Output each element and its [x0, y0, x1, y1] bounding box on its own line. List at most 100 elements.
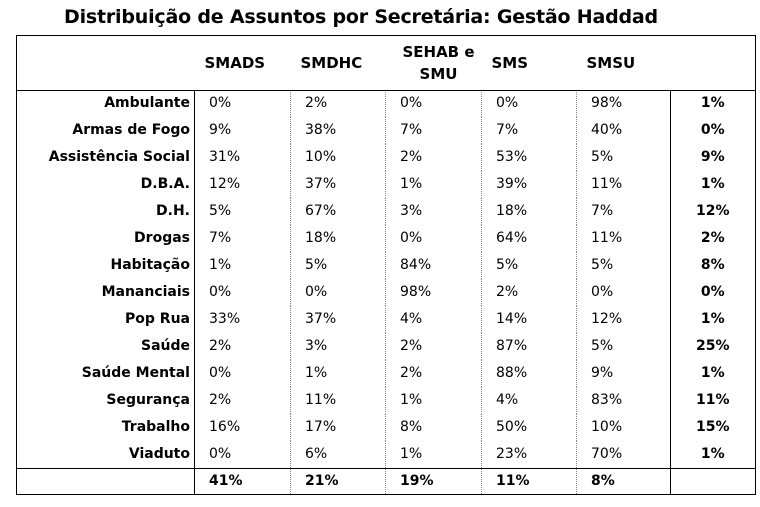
table-row: Pop Rua 33% 37% 4% 14% 12% 1% [16, 306, 755, 333]
row-total-cell: 1% [670, 306, 755, 333]
row-label-cell: Ambulante [16, 90, 195, 117]
table-row: D.B.A. 12% 37% 1% 39% 11% 1% [16, 171, 755, 198]
row-label: Habitação [110, 257, 191, 273]
value-cell: 67% [290, 198, 386, 225]
value-cell: 31% [194, 144, 291, 171]
value-cell: 84% [385, 252, 482, 279]
value-cell: 7% [385, 117, 482, 144]
value-cell: 12% [194, 171, 291, 198]
header-corner-cell [16, 35, 195, 90]
value-cell: 5% [576, 252, 671, 279]
value-cell: 39% [481, 171, 577, 198]
value-cell: 2% [385, 333, 482, 360]
row-total-cell: 11% [670, 387, 755, 414]
value-cell: 16% [194, 414, 291, 441]
table-row: Saúde Mental 0% 1% 2% 88% 9% 1% [16, 360, 755, 387]
value-cell: 33% [194, 306, 291, 333]
value-cell: 3% [385, 198, 482, 225]
value-cell: 2% [385, 360, 482, 387]
value-cell: 12% [576, 306, 671, 333]
column-header: SMADS [204, 53, 266, 72]
value-cell: 0% [194, 360, 291, 387]
value-cell: 11% [290, 387, 386, 414]
value-cell: 98% [385, 279, 482, 306]
value-cell: 1% [194, 252, 291, 279]
value-cell: 0% [194, 90, 291, 117]
value-cell: 11% [576, 171, 671, 198]
row-label-cell: Pop Rua [16, 306, 195, 333]
row-total-cell: 0% [670, 117, 755, 144]
value-cell: 70% [576, 441, 671, 468]
value-cell: 0% [194, 441, 291, 468]
row-label: Ambulante [104, 95, 190, 111]
totals-row: 41% 21% 19% 11% 8% [16, 468, 755, 494]
value-cell: 10% [290, 144, 386, 171]
row-label: Drogas [134, 230, 190, 246]
value-cell: 37% [290, 171, 386, 198]
table-row: Armas de Fogo 9% 38% 7% 7% 40% 0% [16, 117, 755, 144]
column-total-cell: 19% [385, 468, 482, 494]
value-cell: 50% [481, 414, 577, 441]
table-row: Habitação 1% 5% 84% 5% 5% 8% [16, 252, 755, 279]
row-total-cell: 1% [670, 360, 755, 387]
value-cell: 5% [290, 252, 386, 279]
table-row: Ambulante 0% 2% 0% 0% 98% 1% [16, 90, 755, 117]
grand-total-cell [670, 468, 755, 494]
value-cell: 40% [576, 117, 671, 144]
row-label: Segurança [106, 392, 190, 408]
value-cell: 0% [385, 90, 482, 117]
value-cell: 14% [481, 306, 577, 333]
table-row: Trabalho 16% 17% 8% 50% 10% 15% [16, 414, 755, 441]
value-cell: 5% [481, 252, 577, 279]
value-cell: 2% [194, 333, 291, 360]
value-cell: 1% [290, 360, 386, 387]
row-label-cell: Drogas [16, 225, 195, 252]
value-cell: 6% [290, 441, 386, 468]
value-cell: 1% [385, 171, 482, 198]
column-total-cell: 8% [576, 468, 671, 494]
column-header: SMS [491, 53, 529, 72]
row-total-cell: 1% [670, 171, 755, 198]
value-cell: 88% [481, 360, 577, 387]
row-label-cell: D.H. [16, 198, 195, 225]
value-cell: 7% [194, 225, 291, 252]
total-column-header [671, 35, 755, 90]
column-total-cell: 11% [481, 468, 577, 494]
value-cell: 2% [385, 144, 482, 171]
value-cell: 37% [290, 306, 386, 333]
row-label: Armas de Fogo [72, 122, 190, 138]
row-label-cell: Habitação [16, 252, 195, 279]
distribution-table: SMADS SMDHC SEHAB e SMU SMS SMSU Ambulante 0% 2… [16, 35, 755, 494]
table-row: D.H. 5% 67% 3% 18% 7% 12% [16, 198, 755, 225]
header-row: SMADS SMDHC SEHAB e SMU SMS SMSU [16, 35, 755, 90]
value-cell: 4% [385, 306, 482, 333]
value-cell: 18% [290, 225, 386, 252]
value-cell: 0% [385, 225, 482, 252]
row-label-cell: Viaduto [16, 441, 195, 468]
row-total-cell: 1% [670, 90, 755, 117]
row-label: Viaduto [128, 446, 190, 462]
value-cell: 11% [576, 225, 671, 252]
value-cell: 83% [576, 387, 671, 414]
row-total-cell: 9% [670, 144, 755, 171]
table-row: Mananciais 0% 0% 98% 2% 0% 0% [16, 279, 755, 306]
row-label: Saúde [140, 338, 190, 354]
row-total-cell: 12% [670, 198, 755, 225]
row-label-cell: D.B.A. [16, 171, 195, 198]
value-cell: 23% [481, 441, 577, 468]
row-label: Mananciais [101, 284, 190, 300]
value-cell: 8% [385, 414, 482, 441]
row-total-cell: 15% [670, 414, 755, 441]
value-cell: 0% [576, 279, 671, 306]
row-label: D.B.A. [140, 176, 190, 192]
totals-separator [16, 468, 755, 469]
row-label: D.H. [156, 203, 190, 219]
row-label: Assistência Social [48, 149, 190, 165]
value-cell: 5% [576, 333, 671, 360]
column-total-cell: 41% [194, 468, 291, 494]
value-cell: 5% [576, 144, 671, 171]
row-label-cell: Armas de Fogo [16, 117, 195, 144]
row-label-cell: Trabalho [16, 414, 195, 441]
row-label: Pop Rua [125, 311, 190, 327]
value-cell: 1% [385, 441, 482, 468]
